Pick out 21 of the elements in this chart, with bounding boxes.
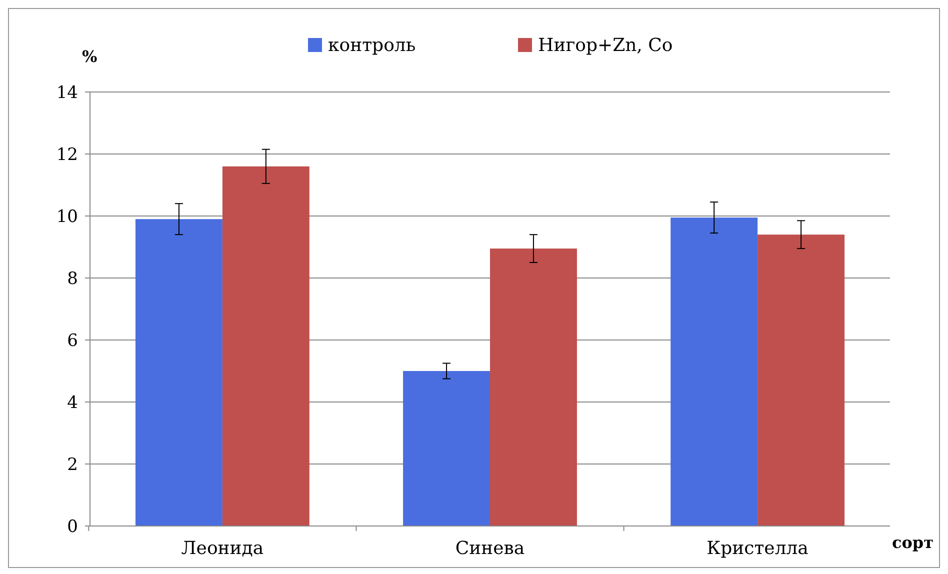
- y-tick-label: 0: [67, 516, 78, 537]
- x-axis-title: сорт: [892, 533, 934, 552]
- x-tick-label: Синева: [455, 538, 525, 559]
- legend-label: контроль: [328, 35, 416, 56]
- x-tick-label: Кристелла: [706, 538, 809, 559]
- y-tick-label: 4: [67, 392, 78, 413]
- y-tick-label: 6: [67, 330, 78, 351]
- bar: [403, 371, 490, 526]
- y-tick-label: 10: [56, 206, 78, 227]
- y-tick-label: 14: [56, 82, 78, 103]
- y-tick-label: 12: [56, 144, 78, 165]
- y-tick-label: 2: [67, 454, 78, 475]
- x-tick-label: Леонида: [181, 538, 264, 559]
- legend-label: Нигор+Zn, Co: [538, 35, 673, 56]
- y-axis-title: %: [82, 47, 98, 66]
- bar: [135, 219, 222, 526]
- bar: [670, 218, 758, 526]
- y-tick-label: 8: [67, 268, 78, 289]
- bar: [222, 166, 310, 526]
- bar: [490, 248, 577, 526]
- bar: [758, 234, 845, 526]
